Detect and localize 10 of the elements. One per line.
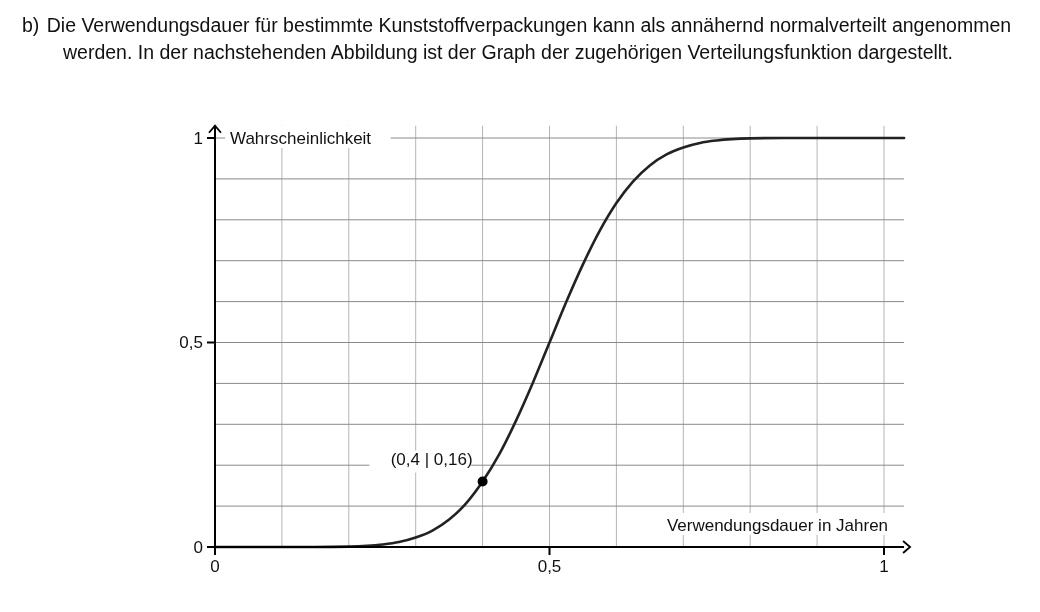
x-tick-label: 1 <box>879 557 889 576</box>
y-tick-label: 0,5 <box>179 333 203 353</box>
x-tick-label: 0 <box>210 557 220 576</box>
y-axis-title: Wahrscheinlichkeit <box>230 128 372 148</box>
x-axis-title: Verwendungsdauer in Jahren <box>666 516 889 535</box>
y-tick-label: 1 <box>193 128 203 148</box>
annotation: (0,4 | 0,16) <box>390 449 473 469</box>
x-tick-label: 0,5 <box>537 557 562 576</box>
chart-title: b) Die Verwendungsdauer für bestimmte Kunststoffverpackungen kann als annähernd normalverteilt angenommen werden. In der nachstehenden Abbildung ist der Graph der zugehörigen Verteilungsfunktion dargestellt. <box>22 13 1013 65</box>
y-tick-label: 0 <box>193 537 203 557</box>
